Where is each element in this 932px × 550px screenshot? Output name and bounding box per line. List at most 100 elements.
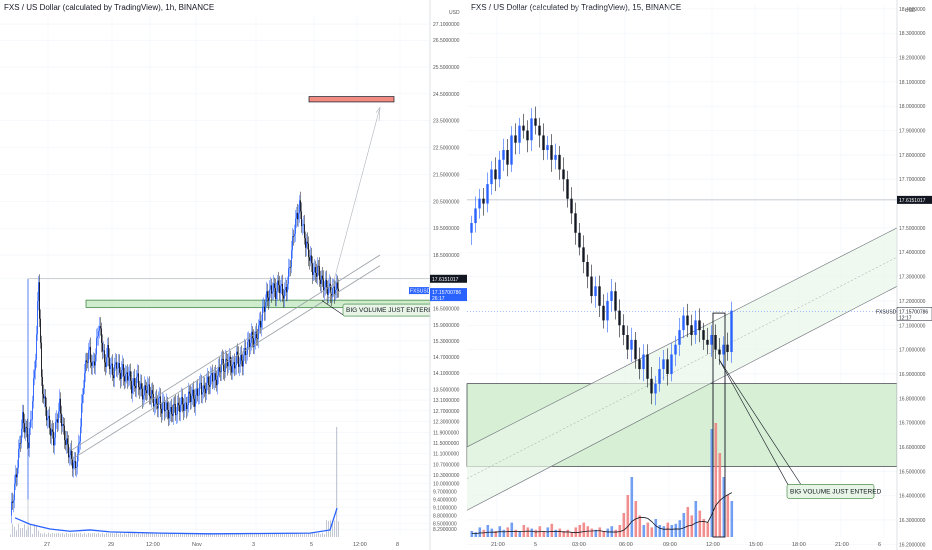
left-candle-body — [331, 294, 332, 298]
right-x-tick-label: 12:00 — [706, 542, 720, 548]
left-volume-bar — [70, 532, 71, 537]
left-candle-body — [317, 265, 318, 277]
left-chart-title: FXS / US Dollar (calculated by TradingVi… — [4, 3, 214, 12]
left-y-tick-label: 12.3000000 — [433, 420, 460, 426]
left-chart-volume — [10, 427, 339, 537]
right-candle-body — [490, 169, 493, 185]
right-volume-bar — [486, 525, 490, 537]
right-price-axis[interactable]: USD 18.4000000 18.3000000 18.2000000 18.100… — [876, 0, 932, 550]
right-volume-bar — [654, 519, 658, 537]
left-candle-body — [12, 501, 13, 503]
left-candle-body — [280, 285, 281, 293]
left-candle-body — [22, 412, 23, 429]
right-candle-body — [718, 349, 721, 355]
left-candle-body — [155, 398, 156, 405]
left-candle-body — [121, 370, 122, 379]
right-channel-upper — [466, 227, 898, 448]
right-candle-body — [550, 145, 553, 160]
left-price-axis[interactable]: USD 27.1000000 26.5000000 25.5000000 24.500… — [409, 0, 467, 550]
left-candle-body — [239, 364, 240, 367]
left-candle-body — [201, 382, 202, 395]
left-candle-body — [183, 404, 184, 411]
left-volume-bar — [136, 534, 137, 537]
left-candle-body — [58, 411, 59, 423]
left-candle-body — [158, 398, 159, 409]
left-volume-bar — [140, 534, 141, 537]
right-y-tick-label: 16.5000000 — [899, 469, 926, 475]
left-candle-body — [233, 362, 234, 365]
left-chart-panel[interactable]: FXS / US Dollar (calculated by TradingVi… — [0, 0, 438, 550]
left-candle-body — [67, 438, 68, 445]
right-candle-body — [534, 118, 537, 126]
right-chart-title: FXS / US Dollar (calculated by TradingVi… — [471, 3, 681, 12]
left-candle-body — [11, 501, 12, 516]
left-volume-bar — [324, 534, 325, 537]
left-candle-body — [29, 427, 30, 448]
right-x-tick-label: 21:00 — [491, 542, 505, 548]
left-candle-body — [91, 362, 92, 366]
right-volume-bar — [730, 501, 734, 537]
left-candle-body — [62, 424, 63, 427]
right-volume-bar — [678, 520, 682, 537]
right-candle-body — [502, 150, 505, 160]
right-candle-body — [538, 125, 541, 136]
right-channel-lower — [466, 286, 898, 511]
right-volume-bar — [506, 527, 510, 537]
left-candle-body — [131, 380, 132, 394]
left-volume-bar — [276, 533, 277, 537]
left-y-tick-label: 9.1000000 — [433, 505, 457, 511]
right-y-tick-label: 17.9000000 — [899, 129, 926, 135]
left-candle-body — [199, 383, 200, 396]
left-volume-bar — [96, 533, 97, 537]
left-candle-body — [247, 341, 248, 355]
left-candle-body — [123, 364, 124, 377]
left-volume-bar — [134, 532, 135, 537]
left-candle-body — [77, 454, 78, 468]
right-y-tick-label: 16.7000000 — [899, 421, 926, 427]
right-candle-body — [470, 223, 473, 233]
left-candle-body — [259, 320, 260, 326]
right-y-tick-label: 17.7000000 — [899, 177, 926, 183]
left-y-tick-label: 9.7000000 — [433, 489, 457, 495]
left-price-level-tag — [430, 274, 467, 283]
left-candle-body — [338, 288, 339, 292]
right-volume-bar — [590, 528, 594, 537]
right-volume-bar — [602, 531, 606, 537]
left-candle-body — [23, 412, 24, 424]
left-volume-bar — [130, 533, 131, 537]
right-candle-body — [506, 150, 509, 165]
right-volume-bar — [586, 526, 590, 537]
left-volume-bar — [338, 521, 339, 537]
left-volume-bar — [254, 532, 255, 537]
left-candle-body — [78, 443, 79, 455]
left-candle-body — [292, 236, 293, 251]
left-candle-body — [53, 431, 54, 446]
left-candle-body — [323, 279, 324, 291]
left-y-tick-label: 16.5000000 — [433, 307, 460, 313]
right-candle-body — [510, 135, 513, 165]
left-candle-body — [255, 331, 256, 341]
left-candle-body — [162, 402, 163, 414]
left-candle-body — [192, 389, 193, 396]
left-volume-bar — [284, 534, 285, 537]
right-candle-body — [698, 320, 701, 331]
left-volume-bar — [226, 533, 227, 537]
left-candle-body — [304, 224, 305, 239]
left-candle-body — [59, 398, 60, 412]
left-candle-body — [130, 371, 131, 381]
left-candle-body — [170, 406, 171, 412]
right-symbol-label: FXSUSD — [876, 309, 897, 315]
left-candle-body — [226, 359, 227, 361]
right-chart-panel[interactable]: FXS / US Dollar (calculated by TradingVi… — [466, 0, 898, 550]
right-volume-bar — [502, 529, 506, 537]
left-candle-body — [305, 238, 306, 248]
left-candle-body — [175, 404, 176, 416]
right-price-level-tag — [897, 195, 932, 204]
left-candle-body — [290, 267, 291, 268]
left-volume-bar — [62, 532, 63, 537]
right-volume-bar — [562, 531, 566, 537]
left-candle-body — [153, 394, 154, 407]
left-candle-body — [156, 398, 157, 404]
left-candle-body — [276, 291, 277, 299]
left-candle-body — [206, 382, 207, 394]
